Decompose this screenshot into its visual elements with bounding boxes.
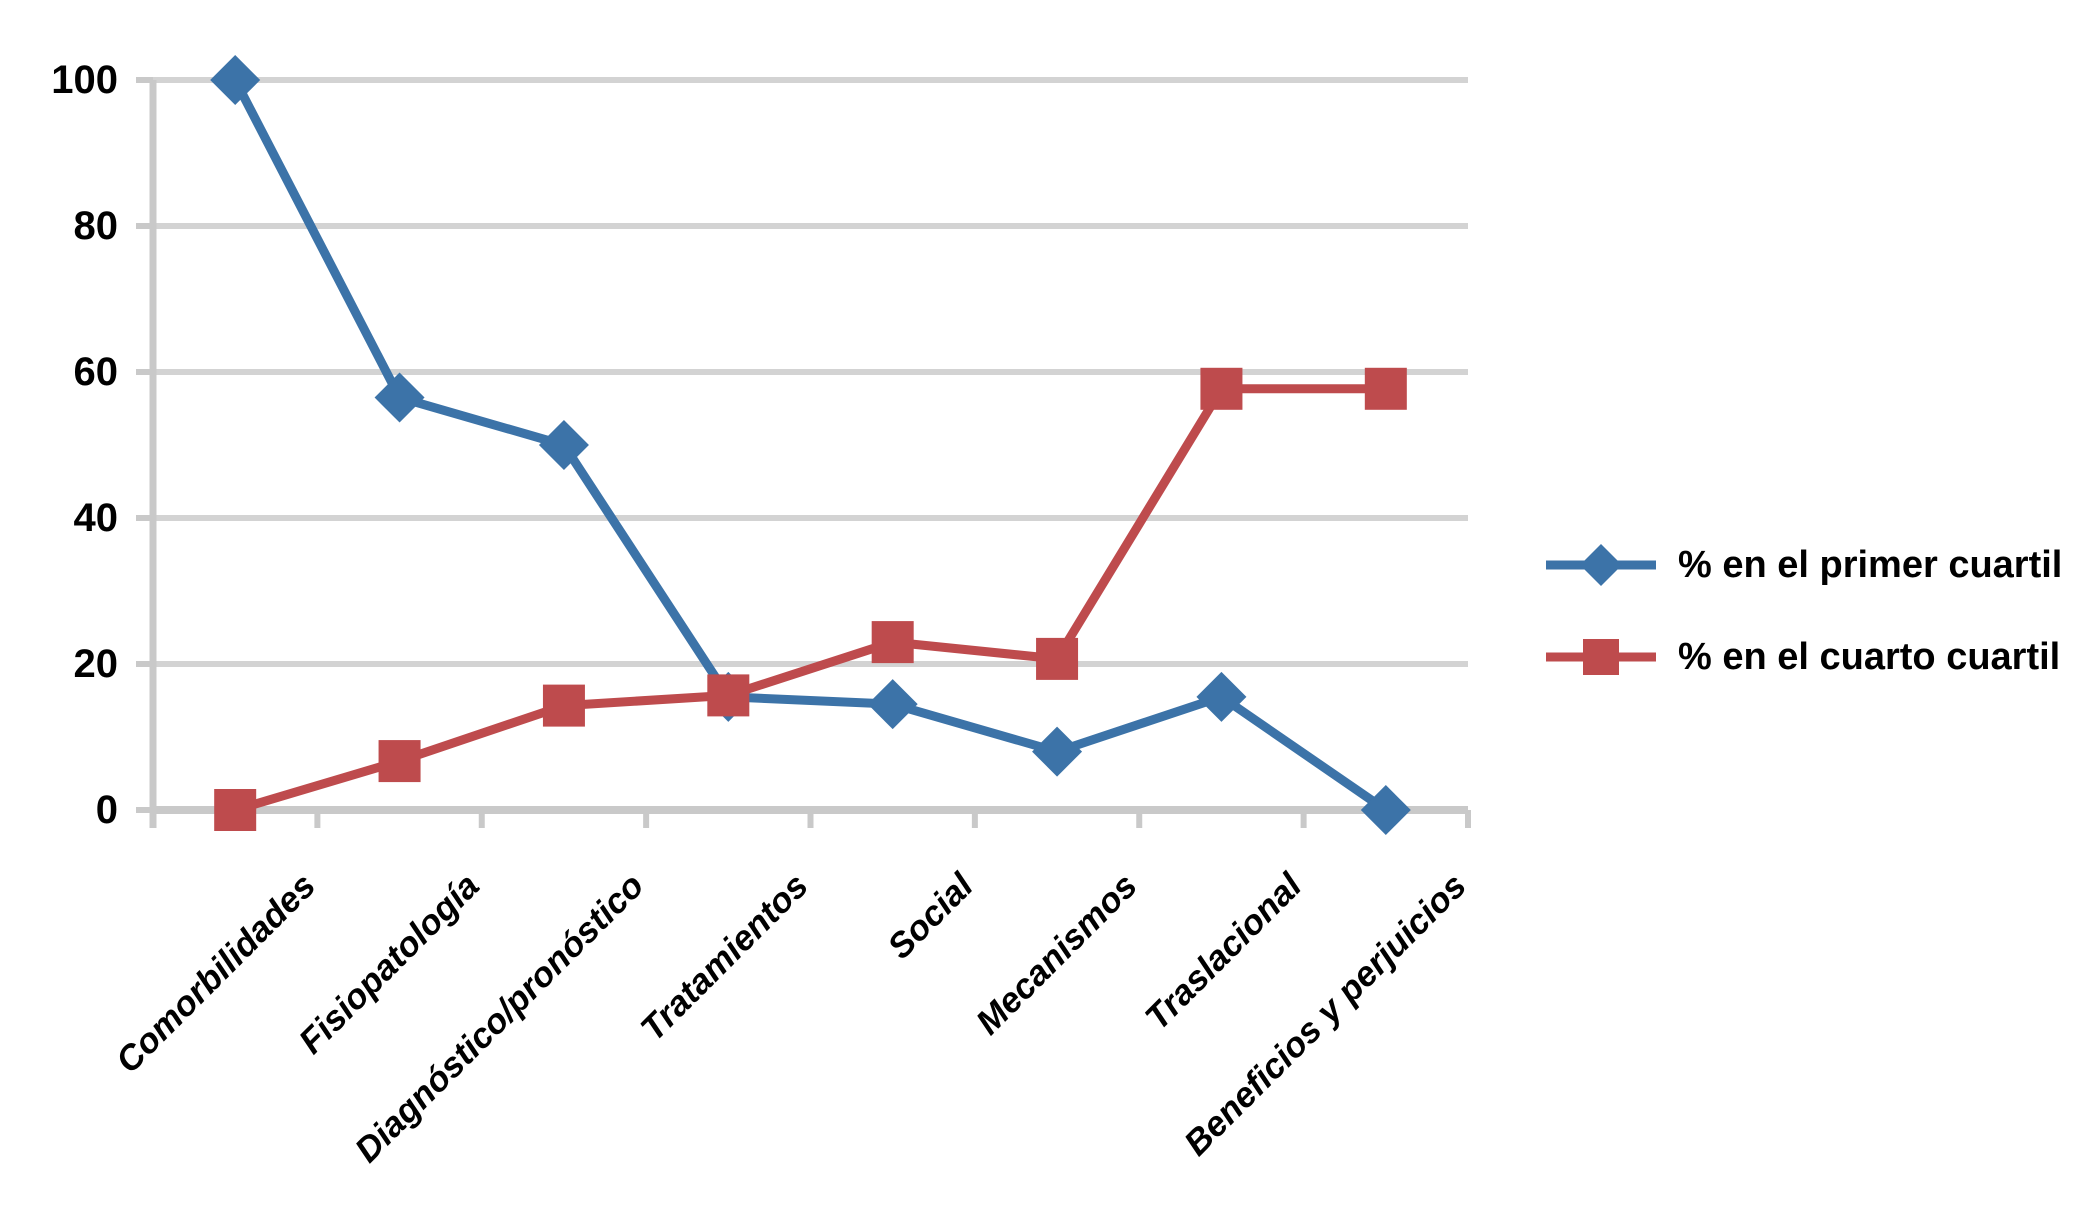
y-tick-label-40: 40 — [73, 496, 119, 540]
square-marker — [707, 674, 750, 717]
red-square-series-marker-icon — [1546, 639, 1656, 675]
diamond-marker — [867, 679, 918, 730]
y-tick-label-0: 0 — [95, 788, 118, 832]
square-marker — [214, 789, 257, 831]
diamond-marker — [374, 372, 425, 423]
square-marker — [871, 621, 914, 664]
y-tick-label-100: 100 — [51, 58, 118, 102]
series-line-1 — [230, 384, 1391, 815]
square-marker — [1364, 367, 1407, 410]
series-line-0 — [230, 75, 1391, 815]
blue-diamond-series-marker-icon — [1546, 544, 1656, 586]
y-tick-label-20: 20 — [73, 642, 119, 686]
diamond-marker — [210, 55, 261, 105]
legend-label-cuarto-cuartil: % en el cuarto cuartil — [1678, 635, 2061, 678]
legend: % en el primer cuartil % en el cuarto cu… — [1546, 541, 2062, 681]
square-marker — [378, 740, 421, 783]
diamond-marker — [1360, 785, 1411, 835]
square-marker — [1036, 637, 1079, 680]
square-marker — [1583, 639, 1619, 675]
square-marker — [542, 684, 585, 727]
legend-entry-primer-cuartil: % en el primer cuartil — [1546, 541, 2062, 589]
diamond-marker — [1580, 544, 1622, 586]
diamond-marker — [1196, 671, 1247, 722]
legend-entry-cuarto-cuartil: % en el cuarto cuartil — [1546, 633, 2062, 681]
diamond-marker — [1032, 726, 1083, 777]
diamond-marker — [538, 420, 589, 470]
y-tick-label-60: 60 — [73, 350, 119, 394]
square-marker — [1200, 367, 1243, 410]
legend-label-primer-cuartil: % en el primer cuartil — [1678, 543, 2063, 586]
y-tick-label-80: 80 — [73, 204, 119, 248]
